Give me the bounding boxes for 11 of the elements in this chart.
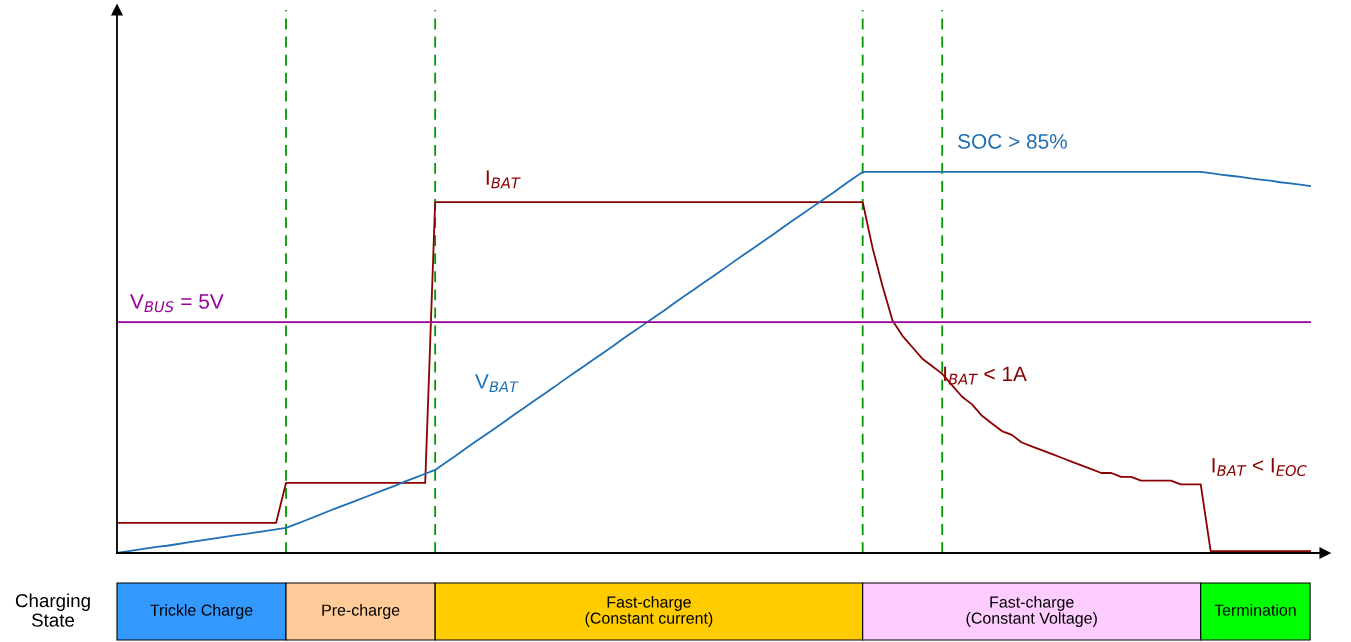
series-label: I$_{BAT}$	[486, 170, 521, 189]
text: Trickle Charge	[150, 604, 253, 619]
text: Fast-charge (Constant current)	[585, 596, 713, 627]
text: Charging State	[15, 593, 90, 627]
series-label: V$_{BAT}$	[475, 374, 519, 393]
text: SOC > 85%	[958, 134, 1067, 149]
annotation: I$_{BAT}$ < I$_{EOC}$	[1212, 458, 1307, 477]
text: Termination	[1214, 604, 1296, 616]
text: Fast-charge (Constant Voltage)	[966, 596, 1097, 627]
text: Pre-charge	[322, 604, 400, 619]
series-label: V$_{BUS}$ = 5V	[130, 294, 224, 313]
